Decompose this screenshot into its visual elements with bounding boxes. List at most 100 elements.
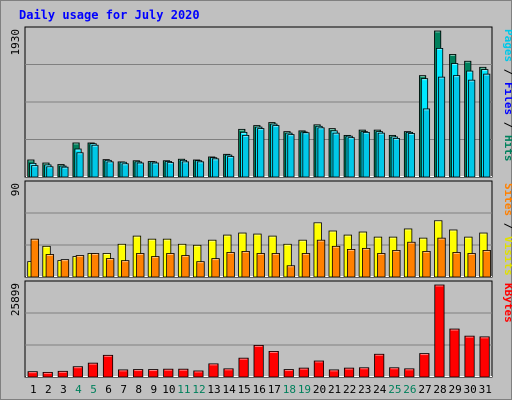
pages-bar — [437, 76, 446, 178]
ymax-label-top: 1930 — [9, 29, 22, 56]
pages-bar — [347, 137, 355, 178]
x-tick-label: 27 — [418, 383, 431, 396]
legend-entry: / — [502, 216, 512, 236]
kbytes-bar — [434, 284, 445, 378]
pages-bar — [302, 132, 310, 178]
pages-bar — [407, 133, 415, 178]
legend-entry: / — [502, 115, 512, 135]
kbytes-bar — [102, 354, 114, 378]
pages-bar — [317, 127, 325, 178]
sites-bar — [316, 239, 326, 278]
sites-bar — [271, 253, 280, 278]
ymax-label-bottom: 25899 — [9, 283, 22, 316]
x-tick-label: 25 — [388, 383, 401, 396]
x-tick-label: 9 — [150, 383, 157, 396]
sites-bar — [407, 241, 416, 278]
sites-bar — [105, 258, 115, 278]
kbytes-bar — [449, 328, 460, 378]
legend-entry: Sites — [502, 183, 512, 216]
x-tick-label: 23 — [358, 383, 371, 396]
x-tick-label: 28 — [433, 383, 446, 396]
pages-bar — [453, 75, 461, 178]
x-tick-label: 22 — [343, 383, 356, 396]
kbytes-bar — [328, 369, 340, 378]
kbytes-bar — [208, 363, 219, 378]
sites-bar — [45, 254, 55, 278]
kbytes-bar — [27, 371, 38, 378]
pages-bar — [392, 138, 400, 178]
chart-title: Daily usage for July 2020 — [19, 8, 200, 22]
sites-bar — [211, 258, 220, 278]
kbytes-bar — [72, 366, 83, 378]
kbytes-bar — [343, 367, 355, 378]
sites-bar — [467, 253, 476, 278]
legend-middle: Sites / Visits — [502, 183, 512, 276]
pages-bar — [31, 165, 39, 178]
pages-bar — [242, 134, 250, 178]
x-tick-label: 1 — [30, 383, 37, 396]
pages-bar — [287, 134, 295, 178]
x-tick-label: 8 — [135, 383, 142, 396]
pages-bar — [136, 162, 144, 178]
pages-bar — [151, 162, 159, 178]
kbytes-bar — [313, 360, 324, 378]
pages-bar — [91, 144, 99, 178]
x-tick-label: 26 — [403, 383, 416, 396]
pages-bar — [362, 131, 370, 178]
ymax-label-middle: 90 — [9, 183, 22, 196]
legend-entry: Hits — [502, 135, 512, 162]
kbytes-bar — [133, 369, 144, 378]
legend-entry: Files — [502, 82, 512, 115]
kbytes-bar — [193, 370, 204, 378]
x-tick-label: 20 — [313, 383, 326, 396]
kbytes-bar — [87, 362, 99, 378]
pages-bar — [76, 152, 84, 178]
sites-bar — [136, 253, 145, 278]
x-tick-label: 17 — [268, 383, 281, 396]
x-tick-label: 21 — [328, 383, 341, 396]
sites-bar — [75, 255, 85, 278]
x-tick-label: 29 — [448, 383, 461, 396]
x-tick-label: 10 — [162, 383, 175, 396]
kbytes-bar — [404, 368, 415, 378]
legend-bottom: KBytes — [502, 283, 512, 323]
legend-entry: / — [502, 62, 512, 82]
sites-bar — [30, 238, 39, 278]
kbytes-bar — [238, 357, 249, 378]
pages-bar — [468, 79, 476, 178]
x-tick-label: 4 — [75, 383, 82, 396]
kbytes-bar — [389, 367, 400, 378]
sites-bar — [241, 251, 250, 278]
kbytes-bar — [163, 368, 174, 378]
legend-entry: Visits — [502, 236, 512, 276]
pages-bar — [46, 166, 54, 178]
kbytes-bar — [464, 335, 475, 378]
x-tick-label: 30 — [464, 383, 477, 396]
sites-bar — [256, 253, 265, 278]
legend-entry: KBytes — [502, 283, 512, 323]
x-tick-label: 19 — [298, 383, 311, 396]
pages-bar — [272, 125, 280, 178]
x-tick-label: 2 — [45, 383, 52, 396]
pages-bar — [483, 73, 491, 178]
sites-bar — [121, 260, 130, 278]
sites-bar — [377, 253, 386, 278]
x-tick-label: 12 — [192, 383, 205, 396]
x-tick-label: 15 — [238, 383, 251, 396]
kbytes-bar — [118, 369, 129, 378]
sites-bar — [392, 250, 401, 278]
sites-bar — [286, 265, 296, 278]
x-tick-label: 31 — [479, 383, 492, 396]
pages-bar — [121, 163, 129, 178]
x-tick-label: 6 — [105, 383, 112, 396]
sites-bar — [331, 245, 341, 278]
sites-bar — [301, 253, 311, 278]
legend-top: Pages / Files / Hits — [502, 29, 512, 162]
sites-bar — [422, 251, 431, 278]
kbytes-bar — [178, 368, 189, 378]
kbytes-bar — [223, 368, 234, 378]
x-tick-label: 5 — [90, 383, 97, 396]
sites-bar — [437, 237, 446, 278]
